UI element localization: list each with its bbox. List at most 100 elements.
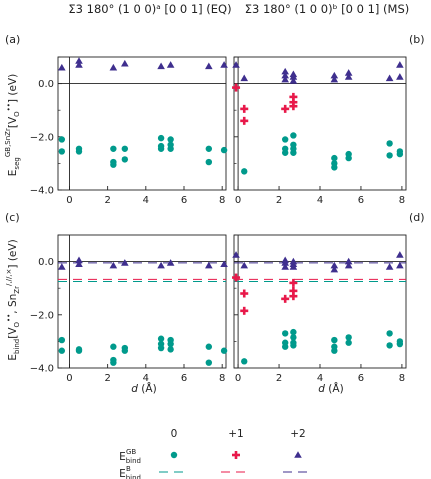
x-tick-label: 2 <box>276 373 282 384</box>
legend-marker-plus2 <box>294 451 302 458</box>
point-charge-0 <box>331 347 338 354</box>
point-charge-0 <box>205 158 213 166</box>
point-charge-0 <box>281 330 289 337</box>
legend: 0 +1 +2 EbindGB EbindB <box>119 428 313 479</box>
point-charge-0 <box>157 134 165 142</box>
point-charge-plus2 <box>281 263 289 270</box>
point-charge-0 <box>157 145 165 152</box>
point-charge-plus2 <box>344 73 353 80</box>
x-tick-label: 2 <box>276 195 282 206</box>
point-charge-plus2 <box>330 265 339 273</box>
point-charge-0 <box>290 328 297 336</box>
point-charge-0 <box>58 148 66 155</box>
point-charge-0 <box>331 164 338 171</box>
point-charge-plus2 <box>344 69 353 76</box>
legend-col-0: 0 <box>171 428 178 440</box>
point-charge-plus1 <box>289 278 298 287</box>
x-tick-label: 8 <box>219 195 225 206</box>
point-charge-0 <box>281 343 289 350</box>
panel-c: 0.0 −2.0 −4.0 0 2 4 6 8 <box>30 234 228 384</box>
x-tick-label: 0 <box>235 373 241 384</box>
x-tick-label: 4 <box>143 195 149 206</box>
y-tick-label: 0.0 <box>38 79 54 90</box>
point-charge-plus1 <box>240 289 249 298</box>
point-charge-0 <box>396 340 404 348</box>
x-tick-label: 6 <box>358 195 364 206</box>
point-charge-0 <box>205 145 213 152</box>
x-tick-label: 4 <box>317 195 323 206</box>
point-charge-0 <box>345 339 352 346</box>
point-charge-0 <box>281 149 289 156</box>
point-charge-0 <box>290 149 297 156</box>
panel-label-a: (a) <box>5 33 20 46</box>
y-tick-label: −2.0 <box>30 310 54 321</box>
point-charge-0 <box>241 168 248 175</box>
point-charge-plus1 <box>281 104 290 113</box>
x-tick-label: 6 <box>358 373 364 384</box>
point-charge-0 <box>58 347 66 354</box>
point-charge-0 <box>386 342 393 349</box>
legend-marker-plus1 <box>232 451 240 459</box>
x-tick-label: 8 <box>399 373 405 384</box>
point-charge-plus1 <box>289 92 298 101</box>
x-tick-label: 8 <box>219 373 225 384</box>
panel-label-b: (b) <box>409 33 425 46</box>
y-tick-label: −4.0 <box>30 364 54 375</box>
point-charge-0 <box>290 342 297 349</box>
point-charge-plus2 <box>157 261 165 269</box>
x-tick-label: 2 <box>104 373 110 384</box>
point-charge-plus2 <box>75 260 83 268</box>
point-charge-0 <box>220 146 228 154</box>
x-tick-label: 0 <box>66 195 72 206</box>
point-charge-0 <box>396 150 404 158</box>
point-charge-plus1 <box>281 294 290 303</box>
point-charge-0 <box>121 156 129 163</box>
x-tick-label: 4 <box>317 373 323 384</box>
point-charge-0 <box>241 358 248 365</box>
legend-col-plus1: +1 <box>228 428 243 440</box>
panel-a: 0.0 −2.0 −4.0 0 2 4 6 8 <box>30 56 228 206</box>
x-tick-label: 6 <box>181 373 187 384</box>
point-charge-0 <box>331 336 338 344</box>
point-charge-0 <box>205 343 213 350</box>
point-charge-plus2 <box>240 74 249 82</box>
point-charge-0 <box>75 347 83 354</box>
point-charge-0 <box>345 154 352 162</box>
point-charge-plus2 <box>281 71 289 79</box>
point-charge-0 <box>386 140 393 147</box>
point-charge-plus2 <box>344 257 353 265</box>
point-charge-0 <box>386 152 393 159</box>
point-charge-plus2 <box>58 263 66 270</box>
point-charge-0 <box>110 359 117 366</box>
point-charge-0 <box>281 136 289 143</box>
point-charge-0 <box>167 346 174 353</box>
point-charge-plus1 <box>289 292 298 301</box>
legend-col-plus2: +2 <box>290 428 305 440</box>
axes-frame <box>57 56 227 191</box>
point-charge-0 <box>345 334 352 341</box>
point-charge-plus2 <box>330 75 339 83</box>
point-charge-plus2 <box>281 75 289 83</box>
axes-frame <box>57 234 227 369</box>
point-charge-0 <box>110 343 117 350</box>
point-charge-plus2 <box>385 74 394 82</box>
x-tick-label: 0 <box>235 195 241 206</box>
point-charge-plus1 <box>289 286 298 295</box>
column-title-eq: Σ3 180° (1 0 0)ᵃ [0 0 1] (EQ) <box>68 2 231 16</box>
point-charge-0 <box>220 347 228 354</box>
point-charge-plus2 <box>121 259 129 266</box>
point-charge-0 <box>157 344 165 352</box>
point-charge-0 <box>58 336 66 344</box>
point-charge-0 <box>290 334 297 341</box>
point-charge-plus2 <box>205 261 213 269</box>
point-charge-0 <box>75 148 83 155</box>
point-charge-0 <box>58 136 66 143</box>
point-charge-plus2 <box>396 251 404 258</box>
point-charge-plus2 <box>385 263 394 270</box>
point-charge-0 <box>110 145 117 152</box>
x-tick-label: 0 <box>66 373 72 384</box>
point-charge-0 <box>331 154 338 162</box>
point-charge-plus2 <box>396 61 404 68</box>
point-charge-plus2 <box>240 261 249 269</box>
